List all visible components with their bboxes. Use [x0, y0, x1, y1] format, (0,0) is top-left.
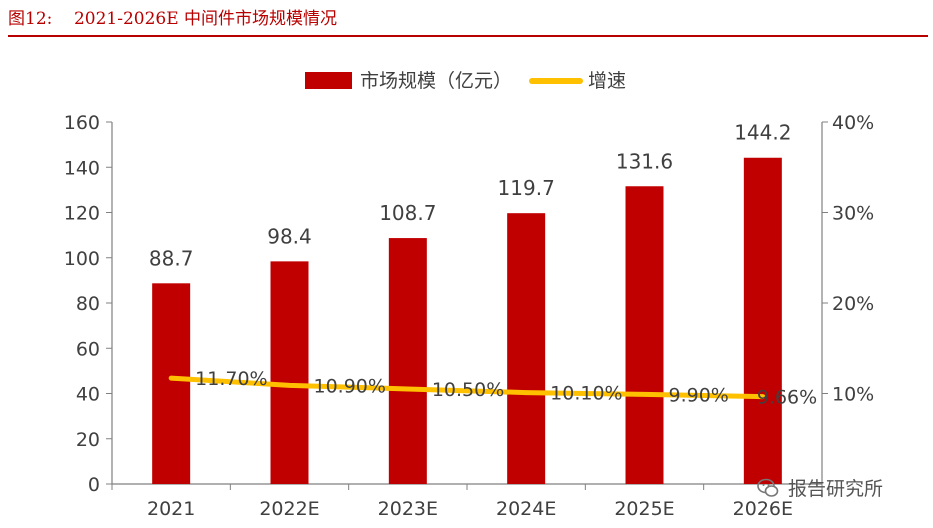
- growth-value-label: 9.90%: [669, 384, 729, 406]
- bar: [152, 283, 191, 484]
- y-left-tick-label: 100: [64, 248, 100, 270]
- watermark: 报告研究所: [756, 474, 883, 501]
- legend-line-label: 增速: [588, 70, 626, 92]
- bar-value-label: 88.7: [149, 246, 194, 270]
- bar-value-label: 119.7: [498, 176, 555, 200]
- figure-title: 图12: 2021-2026E 中间件市场规模情况: [8, 9, 338, 29]
- growth-line: [168, 375, 766, 400]
- y-left-tick-label: 20: [76, 429, 100, 451]
- y-left-tick-label: 140: [64, 157, 100, 179]
- x-tick-label: 2024E: [496, 498, 556, 520]
- bar: [388, 238, 427, 484]
- legend: 市场规模（亿元） 增速: [305, 70, 626, 92]
- bar: [625, 186, 664, 484]
- y-left-tick-label: 160: [64, 112, 100, 134]
- bar-value-label: 98.4: [267, 224, 312, 248]
- x-tick-label: 2025E: [614, 498, 674, 520]
- bar-labels: 88.7 98.4 108.7 119.7 131.6 144.2: [149, 121, 792, 271]
- growth-value-label: 10.90%: [314, 375, 386, 397]
- line-labels: 11.70% 10.90% 10.50% 10.10% 9.90% 9.66%: [195, 368, 817, 408]
- watermark-text: 报告研究所: [788, 478, 884, 500]
- y-right-tick-label: 40%: [832, 112, 874, 134]
- bar-value-label: 108.7: [379, 201, 436, 225]
- y-left-tick-label: 80: [76, 293, 100, 315]
- y-right-tick-label: 30%: [832, 203, 874, 225]
- growth-value-label: 9.66%: [757, 387, 817, 409]
- axes: 0 20 40 60 80 100 120 140 160 10% 20% 30% 40% 2021 202…: [64, 112, 875, 520]
- bar-value-label: 131.6: [616, 149, 673, 173]
- growth-value-label: 10.50%: [432, 379, 504, 401]
- legend-bar-label: 市场规模（亿元）: [360, 70, 512, 92]
- growth-value-label: 11.70%: [195, 368, 267, 390]
- growth-value-label: 10.10%: [550, 383, 622, 405]
- x-tick-label: 2021: [147, 498, 195, 520]
- bar: [270, 261, 309, 484]
- y-left-tick-label: 120: [64, 203, 100, 225]
- title-rule: [8, 35, 928, 37]
- y-right-tick-label: 10%: [832, 384, 874, 406]
- bar-value-label: 144.2: [734, 121, 791, 145]
- x-tick-label: 2023E: [378, 498, 438, 520]
- growth-line-path: [168, 375, 766, 400]
- y-left-tick-label: 0: [88, 474, 100, 496]
- bar: [743, 157, 782, 484]
- wechat-logo-icon: [757, 478, 779, 497]
- x-tick-label: 2026E: [733, 498, 793, 520]
- y-right-tick-label: 20%: [832, 293, 874, 315]
- bar: [507, 213, 546, 484]
- bars: [152, 157, 782, 484]
- y-left-tick-label: 60: [76, 338, 100, 360]
- y-left-tick-label: 40: [76, 384, 100, 406]
- x-tick-label: 2022E: [259, 498, 319, 520]
- legend-bar-swatch: [305, 72, 352, 89]
